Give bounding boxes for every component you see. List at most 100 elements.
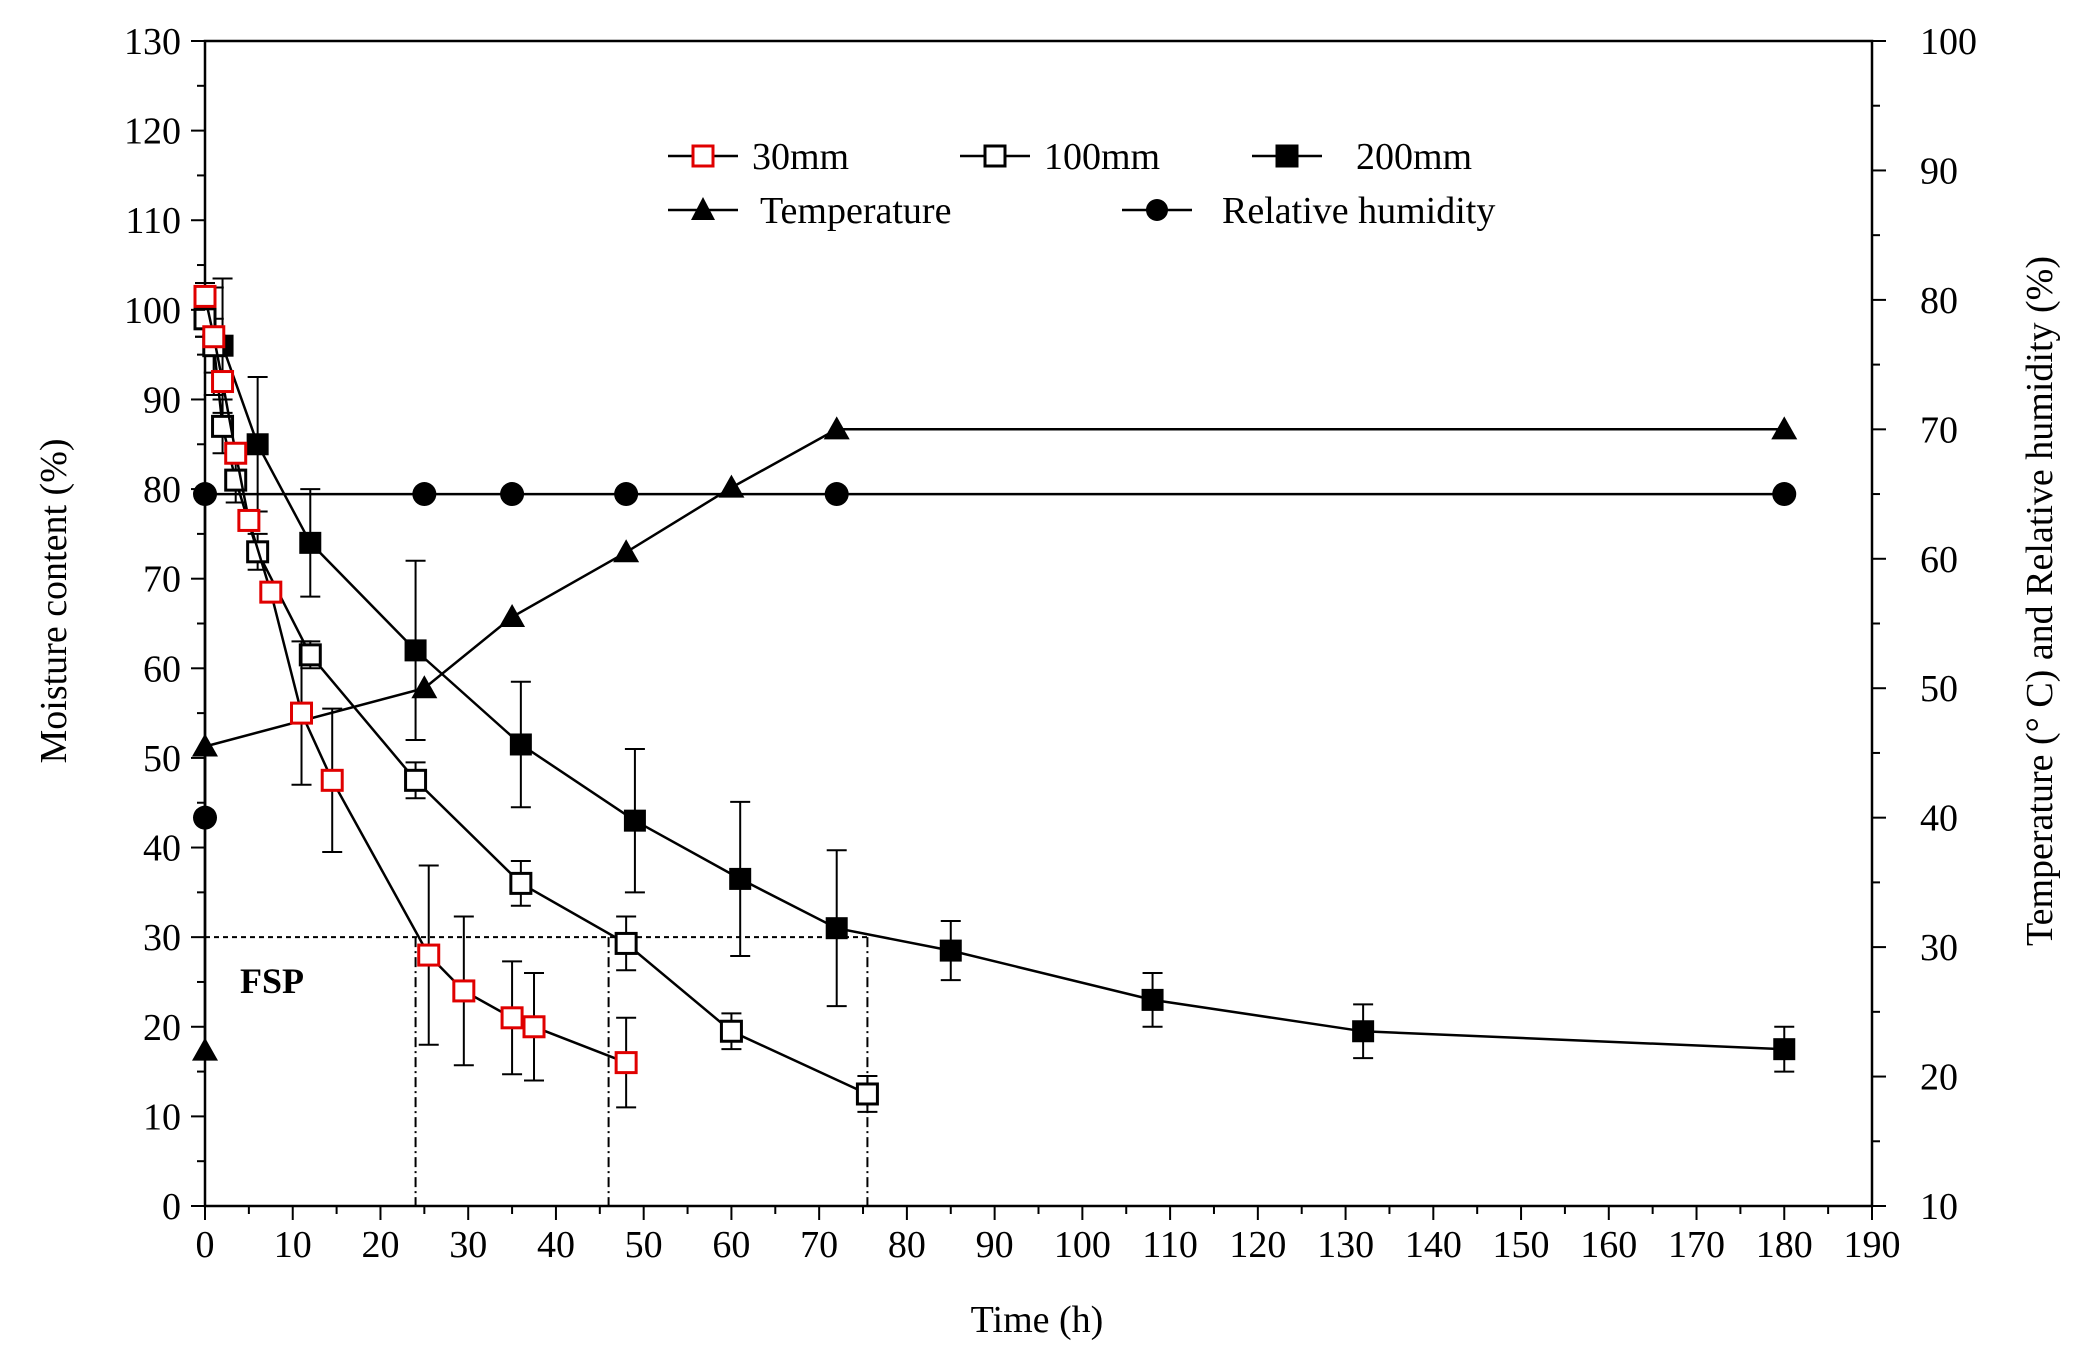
legend-marker-relative-humidity — [1146, 199, 1168, 221]
data-point — [718, 474, 745, 498]
x-tick-label: 30 — [449, 1224, 487, 1266]
x-tick-label: 10 — [274, 1224, 312, 1266]
x-tick-label: 70 — [800, 1224, 838, 1266]
left-tick-label: 10 — [143, 1096, 181, 1138]
series-relative-humidity — [193, 482, 1797, 830]
plot-border — [203, 39, 1874, 1208]
x-tick-label: 20 — [361, 1224, 399, 1266]
right-tick-label: 10 — [1920, 1186, 1958, 1228]
right-tick-label: 40 — [1920, 798, 1958, 840]
data-point — [522, 1015, 546, 1039]
data-point — [825, 917, 848, 940]
data-point — [211, 370, 235, 394]
legend-label-relative-humidity: Relative humidity — [1222, 190, 1495, 232]
data-point — [613, 539, 640, 563]
right-tick-label: 90 — [1920, 150, 1958, 192]
left-tick-label: 60 — [143, 648, 181, 690]
data-point — [823, 416, 850, 440]
data-point — [623, 809, 646, 832]
data-point — [500, 1006, 524, 1030]
left-tick-label: 120 — [124, 111, 181, 153]
left-tick-label: 20 — [143, 1007, 181, 1049]
legend-marker-temperature — [691, 197, 715, 220]
data-point — [412, 482, 437, 507]
data-point — [452, 979, 476, 1003]
legend-label-100mm: 100mm — [1044, 136, 1160, 178]
data-point — [411, 675, 438, 699]
data-point — [1141, 988, 1164, 1011]
legend-marker-100mm — [983, 144, 1007, 168]
x-tick-label: 120 — [1229, 1224, 1286, 1266]
right-tick-label: 80 — [1920, 280, 1958, 322]
left-tick-label: 0 — [162, 1186, 181, 1228]
series-temperature — [192, 416, 1798, 1061]
legend-marker-30mm — [691, 144, 715, 168]
data-point — [1352, 1020, 1375, 1043]
data-point — [320, 768, 344, 792]
x-tick-label: 0 — [196, 1224, 215, 1266]
data-point — [224, 441, 248, 465]
data-point — [259, 580, 283, 604]
right-tick-label: 70 — [1920, 409, 1958, 451]
left-tick-label: 110 — [125, 200, 181, 242]
legend-item-100mm: 100mm — [960, 136, 1160, 178]
x-tick-label: 60 — [712, 1224, 750, 1266]
right-tick-label: 60 — [1920, 539, 1958, 581]
legend-label-200mm: 200mm — [1356, 136, 1472, 178]
left-tick-label: 50 — [143, 738, 181, 780]
fsp-label: FSP — [240, 961, 304, 1001]
data-point — [404, 639, 427, 662]
x-tick-label: 140 — [1405, 1224, 1462, 1266]
data-point — [298, 643, 322, 667]
legend-item-30mm: 30mm — [668, 136, 849, 178]
data-point — [202, 325, 226, 349]
x-axis-title: Time (h) — [971, 1299, 1104, 1341]
data-point — [193, 284, 217, 308]
data-point — [290, 701, 314, 725]
fsp-guide-lines — [205, 936, 869, 1206]
data-point — [1771, 416, 1798, 440]
x-tick-label: 130 — [1317, 1224, 1374, 1266]
data-point — [1773, 1038, 1796, 1061]
right-tick-label: 30 — [1920, 927, 1958, 969]
legend: 30mm 100mm 200mm Temperature Relative hu… — [668, 136, 1495, 232]
series-line-temperature — [203, 428, 1785, 1051]
right-axis-title: Temperature (° C) and Relative humidity … — [2019, 256, 2061, 946]
data-point — [614, 1051, 638, 1075]
data-point — [855, 1082, 879, 1106]
data-point — [939, 939, 962, 962]
data-point — [237, 508, 261, 532]
plot-frame — [203, 39, 1874, 1208]
data-point — [404, 768, 428, 792]
data-point — [417, 943, 441, 967]
legend-item-temperature: Temperature — [668, 190, 951, 232]
x-tick-label: 40 — [537, 1224, 575, 1266]
x-tick-label: 80 — [888, 1224, 926, 1266]
data-point — [246, 433, 269, 456]
left-tick-label: 130 — [124, 21, 181, 63]
series-line-relative-humidity — [203, 492, 1785, 818]
left-tick-label: 70 — [143, 559, 181, 601]
right-tick-label: 100 — [1920, 21, 1977, 63]
left-tick-label: 90 — [143, 379, 181, 421]
legend-label-30mm: 30mm — [752, 136, 849, 178]
data-point — [193, 805, 217, 830]
data-point — [1772, 482, 1797, 507]
series-line-200mm — [203, 309, 1785, 1051]
left-axis-title: Moisture content (%) — [33, 438, 75, 763]
series-100mm — [193, 299, 879, 1113]
data-point — [500, 482, 525, 507]
legend-marker-200mm — [1275, 144, 1299, 168]
data-point — [509, 871, 533, 895]
x-tick-label: 160 — [1580, 1224, 1637, 1266]
left-tick-label: 30 — [143, 917, 181, 959]
x-tick-label: 100 — [1054, 1224, 1111, 1266]
data-point — [192, 1037, 218, 1061]
x-tick-label: 170 — [1668, 1224, 1725, 1266]
data-point — [499, 604, 526, 628]
legend-item-relative-humidity: Relative humidity — [1122, 190, 1495, 232]
x-tick-label: 190 — [1844, 1224, 1901, 1266]
right-tick-label: 50 — [1920, 668, 1958, 710]
data-point — [211, 414, 235, 438]
